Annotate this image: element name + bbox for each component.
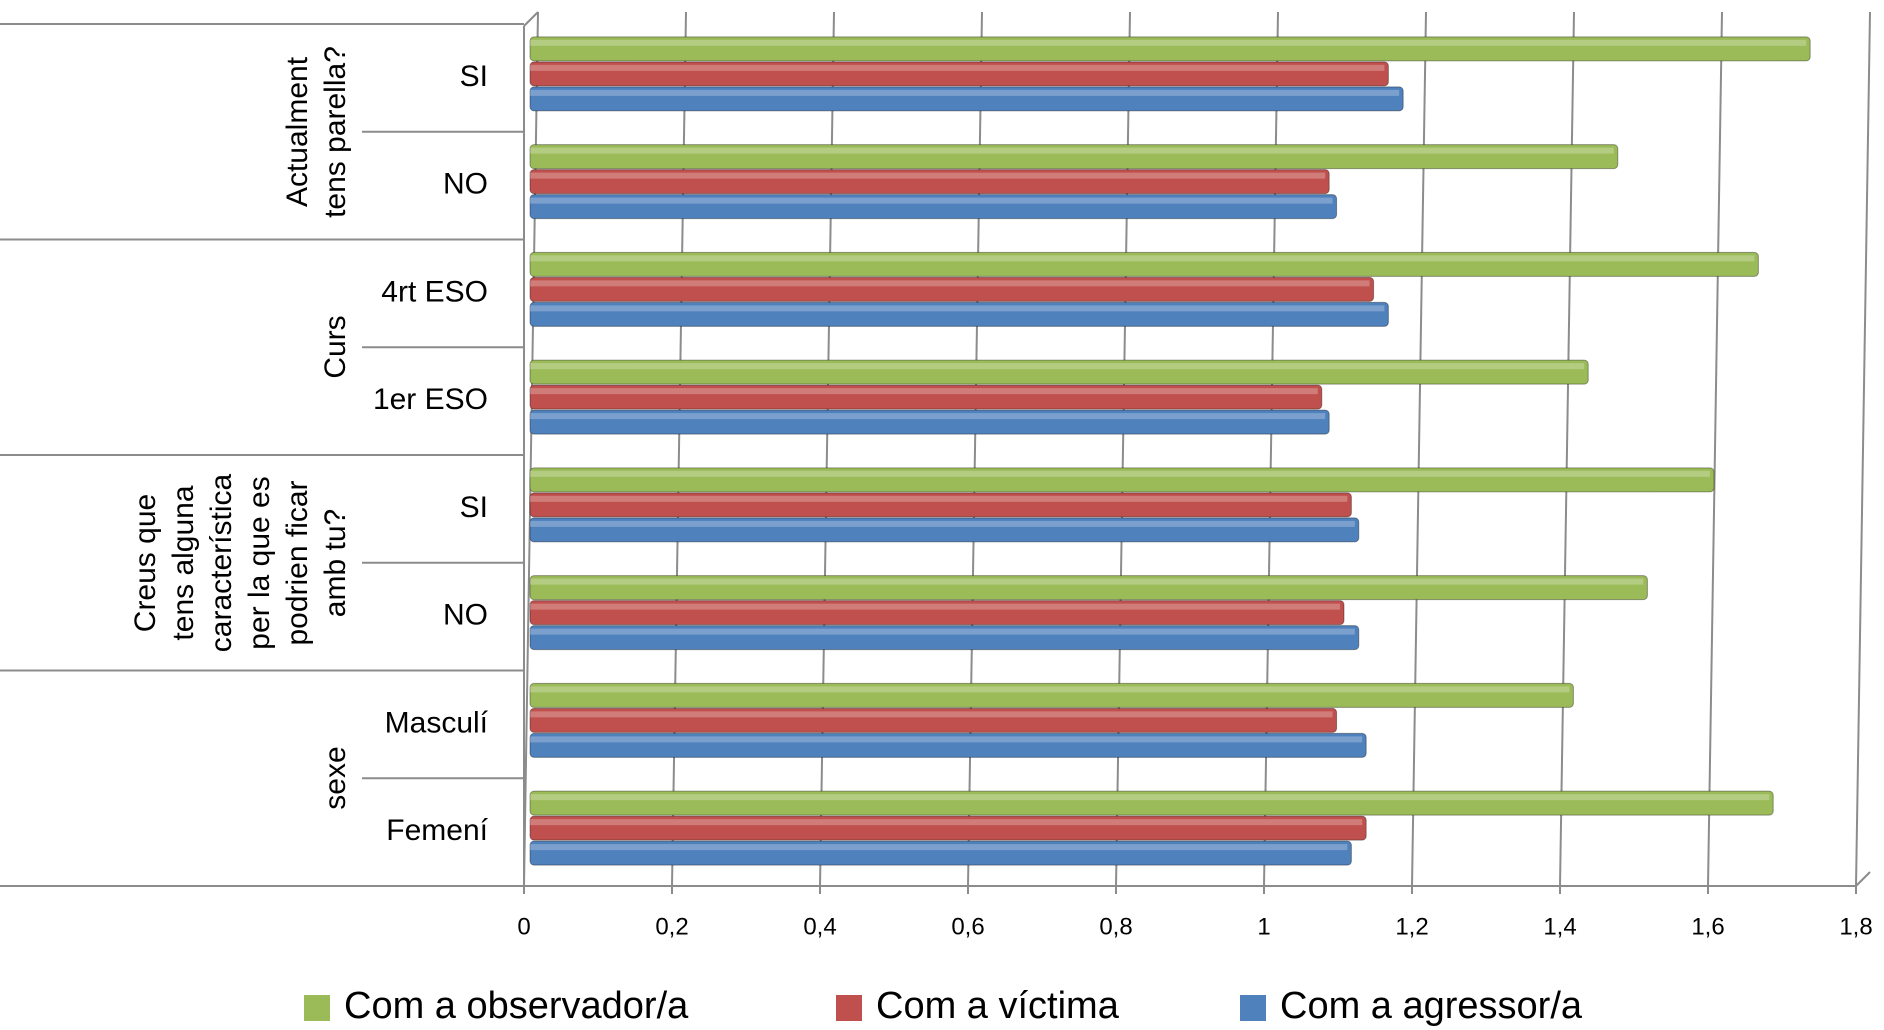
bar-highlight — [530, 794, 1770, 801]
bar-highlight — [530, 280, 1370, 287]
bar-highlight — [530, 470, 1710, 477]
bar — [529, 682, 1574, 708]
bar — [529, 575, 1648, 601]
legend-swatch — [1240, 995, 1266, 1021]
category-label: NO — [443, 599, 488, 632]
bar-highlight — [530, 628, 1355, 635]
bar-highlight — [530, 711, 1333, 718]
x-axis-depth — [1855, 871, 1871, 887]
bar-highlight — [530, 578, 1644, 585]
group-label: sexe — [25, 678, 355, 878]
bar-highlight — [530, 388, 1318, 395]
bar-highlight — [530, 64, 1385, 71]
category-label: Femení — [386, 814, 488, 847]
bar-highlight — [530, 363, 1585, 370]
legend-label: Com a víctima — [876, 985, 1120, 1027]
category-label: 1er ESO — [373, 383, 488, 416]
bar — [529, 251, 1759, 277]
bar-highlight — [530, 736, 1363, 743]
x-tick-label: 1,2 — [1395, 913, 1428, 940]
x-tick-label: 1,6 — [1691, 913, 1724, 940]
bar-highlight — [530, 413, 1326, 420]
legend-swatch — [304, 995, 330, 1021]
bar-highlight — [530, 520, 1355, 527]
bar-highlight — [530, 819, 1363, 826]
legend-label: Com a observador/a — [344, 985, 689, 1027]
bar-highlight — [530, 197, 1333, 204]
grid-line — [1707, 11, 1723, 887]
bar — [529, 144, 1619, 170]
bar-highlight — [530, 844, 1348, 851]
x-tick-label: 0,6 — [951, 913, 984, 940]
grid-line — [1411, 11, 1427, 887]
bar-highlight — [530, 255, 1755, 262]
grid-line — [1855, 11, 1871, 887]
category-label: SI — [460, 491, 488, 524]
group-label: Actualment tens parella? — [25, 32, 355, 232]
bar-highlight — [530, 39, 1807, 46]
bar — [529, 384, 1323, 410]
x-tick-label: 0,4 — [803, 913, 836, 940]
category-label: 4rt ESO — [381, 275, 488, 308]
bar-highlight — [530, 603, 1340, 610]
bar — [529, 169, 1330, 195]
bar — [529, 86, 1404, 112]
category-label: Masculí — [385, 706, 489, 739]
bar — [529, 359, 1589, 385]
group-label: Creus que tens alguna característica per… — [25, 463, 355, 663]
bar — [529, 36, 1811, 62]
bar — [529, 790, 1774, 816]
bar-highlight — [530, 686, 1570, 693]
bar — [529, 301, 1389, 327]
group-label: Curs — [25, 247, 355, 447]
bar — [529, 492, 1352, 518]
x-tick-label: 0,2 — [655, 913, 688, 940]
bar — [529, 815, 1367, 841]
category-label: SI — [460, 60, 488, 93]
bar — [529, 840, 1352, 866]
x-tick-label: 0,8 — [1099, 913, 1132, 940]
category-label: NO — [443, 168, 488, 201]
bar — [529, 61, 1389, 87]
bar-highlight — [530, 495, 1348, 502]
group-label-text: Curs — [319, 315, 352, 379]
bar-highlight — [530, 89, 1400, 96]
bar-highlight — [530, 147, 1614, 154]
bar — [529, 276, 1375, 302]
bar — [529, 194, 1338, 220]
legend-swatch — [836, 995, 862, 1021]
bar-highlight — [530, 172, 1326, 179]
group-label-text: Creus que tens alguna característica per… — [129, 473, 352, 652]
bar — [529, 732, 1367, 758]
bar-highlight — [530, 305, 1385, 312]
y-axis-depth — [523, 11, 539, 27]
x-tick-label: 1,4 — [1543, 913, 1576, 940]
bar — [529, 707, 1338, 733]
bar — [529, 517, 1360, 543]
x-tick-label: 1 — [1257, 913, 1270, 940]
x-tick-label: 1,8 — [1839, 913, 1872, 940]
bar — [529, 600, 1345, 626]
legend-label: Com a agressor/a — [1280, 985, 1583, 1027]
grid-line — [1559, 11, 1575, 887]
group-label-text: sexe — [319, 746, 352, 810]
bar — [529, 467, 1715, 493]
bar — [529, 625, 1360, 651]
bar — [529, 409, 1330, 435]
x-tick-label: 0 — [517, 913, 530, 940]
group-label-text: Actualment tens parella? — [281, 45, 352, 218]
